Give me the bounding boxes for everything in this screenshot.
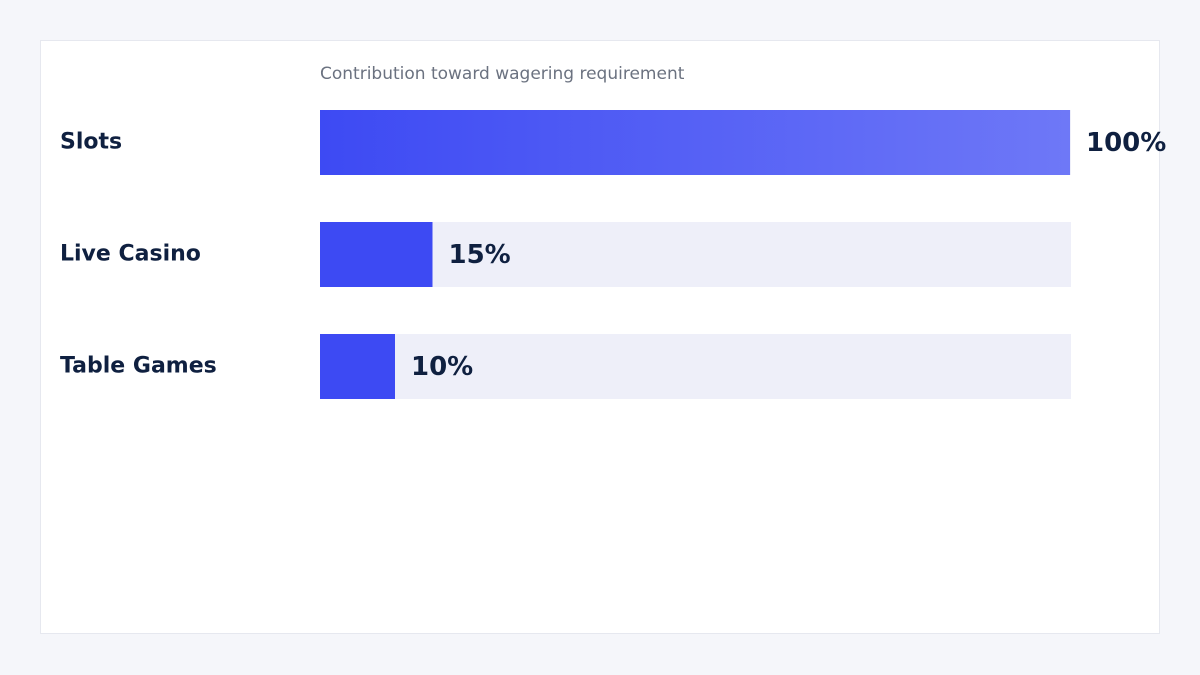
value-label: 100%: [1086, 128, 1166, 158]
bar: [320, 222, 433, 287]
bar-track: [320, 334, 1071, 399]
bar: [320, 110, 1070, 175]
bar: [320, 334, 395, 399]
category-label: Live Casino: [60, 242, 201, 267]
bar-track: [320, 222, 1071, 287]
value-label: 10%: [411, 352, 473, 382]
chart-subtitle: Contribution toward wagering requirement: [320, 64, 685, 84]
value-label: 15%: [449, 240, 511, 270]
category-label: Slots: [60, 130, 122, 155]
category-label: Table Games: [60, 354, 217, 379]
